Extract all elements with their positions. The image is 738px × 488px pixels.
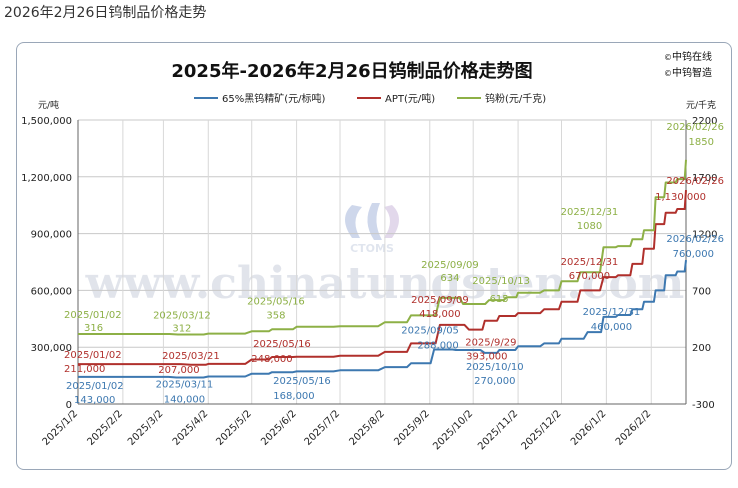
data-label: 2025/05/16 [253, 339, 311, 350]
data-label: 2025/05/16 [273, 376, 331, 387]
data-label: 2025/05/16 [247, 296, 305, 307]
brand-line-1: ©中钨在线 [664, 50, 712, 63]
left-tick-label: 300,000 [31, 343, 72, 354]
data-label: 2025/01/02 [66, 381, 124, 392]
left-axis-unit: 元/吨 [38, 99, 59, 111]
data-label: 2026/02/26 [666, 176, 724, 187]
legend: 65%黑钨精矿(元/标吨) APT(元/吨) 钨粉(元/千克) [194, 92, 546, 105]
right-tick-label: 200 [692, 343, 711, 354]
brand-text-2: 中钨智造 [672, 66, 712, 79]
data-label: 1080 [577, 221, 602, 232]
data-label: 615 [490, 294, 509, 305]
data-label: 2025/12/31 [583, 307, 641, 318]
data-label: 2025/09/09 [421, 260, 479, 271]
data-label: 207,000 [158, 365, 199, 376]
chart-title: 2025年-2026年2月26日钨制品价格走势图 [171, 60, 532, 82]
series-line-1 [78, 190, 687, 366]
x-tick-label: 2026/1/2 [569, 408, 609, 448]
x-tick-label: 2025/2/2 [85, 408, 125, 448]
x-tick-label: 2025/1/2 [41, 408, 81, 448]
page-caption: 2026年2月26日钨制品价格走势 [4, 5, 207, 21]
data-label: 2025/03/12 [153, 310, 211, 321]
data-label: 2026/02/26 [666, 122, 724, 133]
data-label: 1850 [689, 137, 714, 148]
brand-text-1: 中钨在线 [672, 50, 712, 63]
right-tick-label: 700 [692, 286, 711, 297]
data-label: 2025/09/05 [401, 325, 459, 336]
data-label: 143,000 [74, 395, 115, 406]
data-label: 312 [172, 323, 191, 334]
left-tick-label: 900,000 [31, 230, 72, 241]
x-tick-label: 2026/2/2 [614, 408, 654, 448]
watermark-logo-text: CTOMS [350, 242, 394, 255]
brand-line-2: ©中钨智造 [664, 66, 712, 79]
data-label: 760,000 [673, 249, 714, 260]
data-label: 2025/12/31 [561, 207, 619, 218]
left-tick-label: 0 [66, 400, 72, 411]
data-label: 2025/9/29 [465, 338, 516, 349]
left-tick-label: 600,000 [31, 286, 72, 297]
x-tick-label: 2025/6/2 [259, 408, 299, 448]
data-label: 140,000 [164, 394, 205, 405]
data-label: 393,000 [466, 352, 507, 363]
x-tick-label: 2025/3/2 [126, 408, 166, 448]
series-line-0 [78, 259, 687, 379]
data-label: 168,000 [273, 391, 314, 402]
data-label: 211,000 [64, 364, 105, 375]
data-label: 2025/10/10 [466, 362, 524, 373]
x-tick-label: 2025/9/2 [392, 408, 432, 448]
x-tick-label: 2025/5/2 [214, 408, 254, 448]
data-label: 248,000 [251, 354, 292, 365]
right-tick-label: 1700 [692, 173, 717, 184]
data-label: 2025/03/21 [162, 351, 220, 362]
data-label: 460,000 [591, 322, 632, 333]
x-tick-label: 2025/12/2 [520, 408, 564, 452]
x-tick-label: 2025/11/2 [476, 408, 520, 452]
legend-label-apt: APT(元/吨) [385, 92, 435, 105]
chart-frame [16, 42, 732, 470]
data-label: 2025/12/31 [561, 257, 619, 268]
data-label: 1,130,000 [655, 192, 706, 203]
x-tick-label: 2025/7/2 [303, 408, 343, 448]
x-tick-label: 2025/4/2 [171, 408, 211, 448]
legend-label-powder: 钨粉(元/千克) [485, 92, 546, 105]
right-tick-label: 1200 [692, 230, 717, 241]
data-label: 2025/10/13 [472, 276, 530, 287]
data-label: 316 [84, 323, 103, 334]
data-label: 270,000 [474, 376, 515, 387]
series-line-2 [78, 159, 687, 336]
legend-label-concentrate: 65%黑钨精矿(元/标吨) [222, 92, 325, 105]
x-tick-label: 2025/10/2 [431, 408, 475, 452]
data-label: 418,000 [419, 309, 460, 320]
data-label: 634 [440, 273, 459, 284]
data-label: 2026/02/26 [666, 234, 724, 245]
right-tick-label: 2200 [692, 116, 717, 127]
annotations: 2025/01/02 316 2025/03/12 312 2025/05/16 358 2… [64, 122, 724, 406]
data-label: 2025/09/09 [411, 295, 469, 306]
x-tick-label: 2025/8/2 [347, 408, 387, 448]
data-label: 2025/01/02 [64, 350, 122, 361]
data-label: 288,000 [417, 340, 458, 351]
right-tick-label: -300 [692, 400, 715, 411]
data-label: 2025/03/11 [156, 379, 214, 390]
left-tick-label: 1,500,000 [21, 116, 72, 127]
data-label: 2025/01/02 [64, 310, 122, 321]
data-label: 670,000 [569, 271, 610, 282]
watermark-logo: CTOMS [345, 203, 399, 255]
left-tick-label: 1,200,000 [21, 173, 72, 184]
series-lines [78, 159, 687, 379]
data-label: 358 [266, 310, 285, 321]
brand-mark-1: © [664, 53, 672, 62]
brand-mark-2: © [664, 69, 672, 78]
right-axis-unit: 元/千克 [686, 100, 716, 111]
